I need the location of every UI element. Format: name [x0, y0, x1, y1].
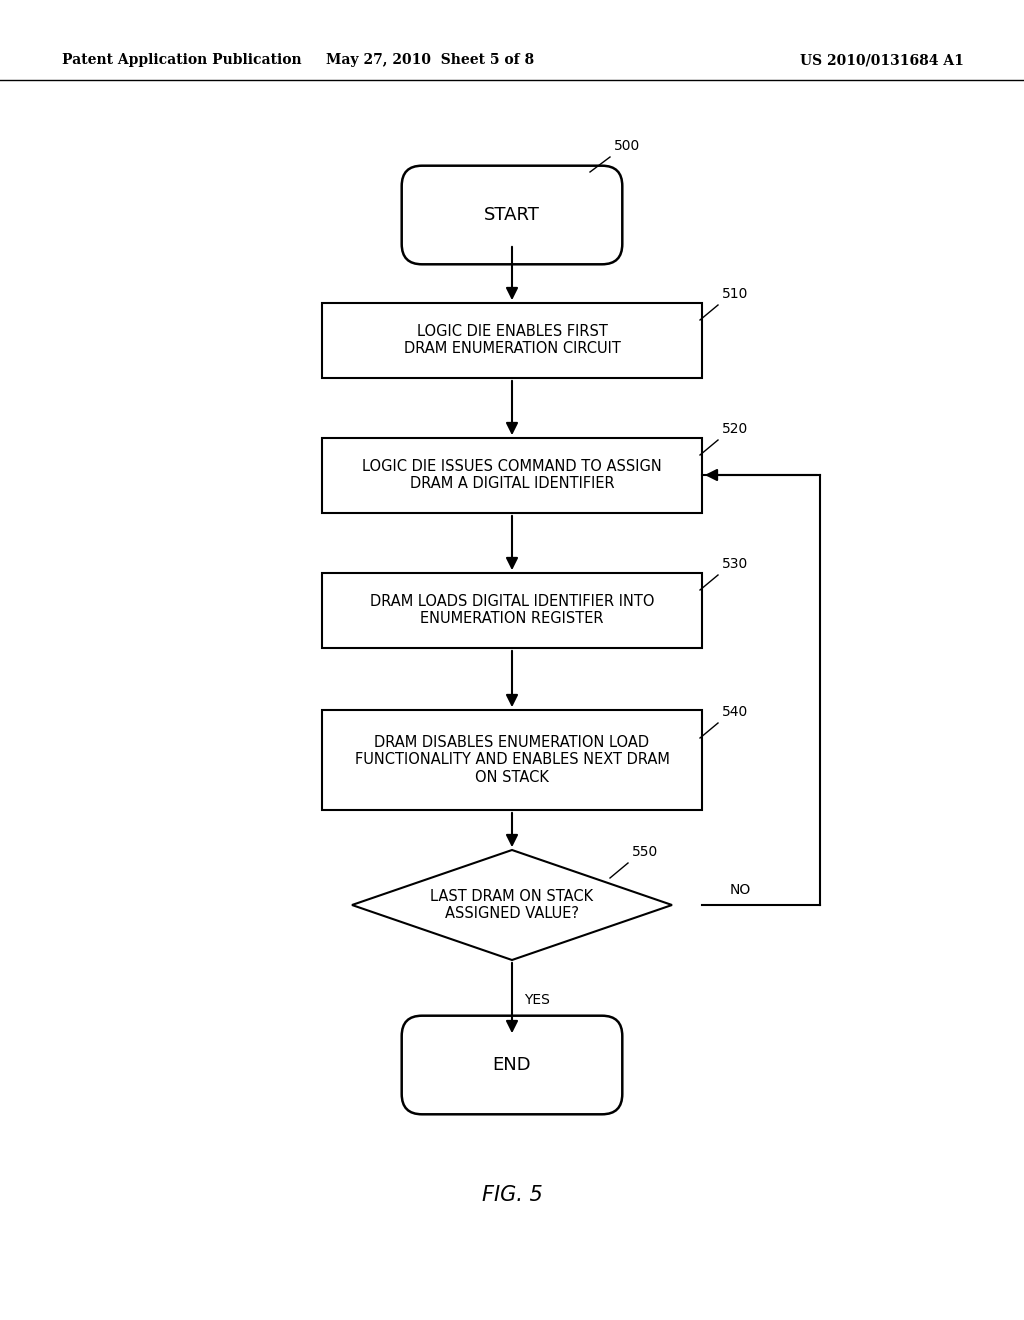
Bar [322, 302, 702, 378]
FancyBboxPatch shape [401, 1015, 623, 1114]
Text: 510: 510 [722, 286, 749, 301]
Text: May 27, 2010  Sheet 5 of 8: May 27, 2010 Sheet 5 of 8 [326, 53, 535, 67]
Polygon shape [352, 850, 672, 960]
Text: START: START [484, 206, 540, 224]
Text: LAST DRAM ON STACK
ASSIGNED VALUE?: LAST DRAM ON STACK ASSIGNED VALUE? [430, 888, 594, 921]
Text: 540: 540 [722, 705, 749, 719]
FancyBboxPatch shape [401, 166, 623, 264]
Text: 530: 530 [722, 557, 749, 572]
Text: Patent Application Publication: Patent Application Publication [62, 53, 302, 67]
Bar [322, 710, 702, 810]
Text: LOGIC DIE ISSUES COMMAND TO ASSIGN
DRAM A DIGITAL IDENTIFIER: LOGIC DIE ISSUES COMMAND TO ASSIGN DRAM … [362, 459, 662, 491]
Text: LOGIC DIE ENABLES FIRST
DRAM ENUMERATION CIRCUIT: LOGIC DIE ENABLES FIRST DRAM ENUMERATION… [403, 323, 621, 356]
Text: DRAM LOADS DIGITAL IDENTIFIER INTO
ENUMERATION REGISTER: DRAM LOADS DIGITAL IDENTIFIER INTO ENUME… [370, 594, 654, 626]
Text: YES: YES [524, 993, 550, 1007]
Text: 550: 550 [632, 845, 658, 859]
Bar [322, 437, 702, 512]
Text: NO: NO [730, 883, 752, 898]
Text: END: END [493, 1056, 531, 1074]
Bar [322, 573, 702, 648]
Text: 500: 500 [614, 139, 640, 153]
Text: US 2010/0131684 A1: US 2010/0131684 A1 [800, 53, 964, 67]
Text: 520: 520 [722, 422, 749, 436]
Text: FIG. 5: FIG. 5 [481, 1185, 543, 1205]
Text: DRAM DISABLES ENUMERATION LOAD
FUNCTIONALITY AND ENABLES NEXT DRAM
ON STACK: DRAM DISABLES ENUMERATION LOAD FUNCTIONA… [354, 735, 670, 785]
